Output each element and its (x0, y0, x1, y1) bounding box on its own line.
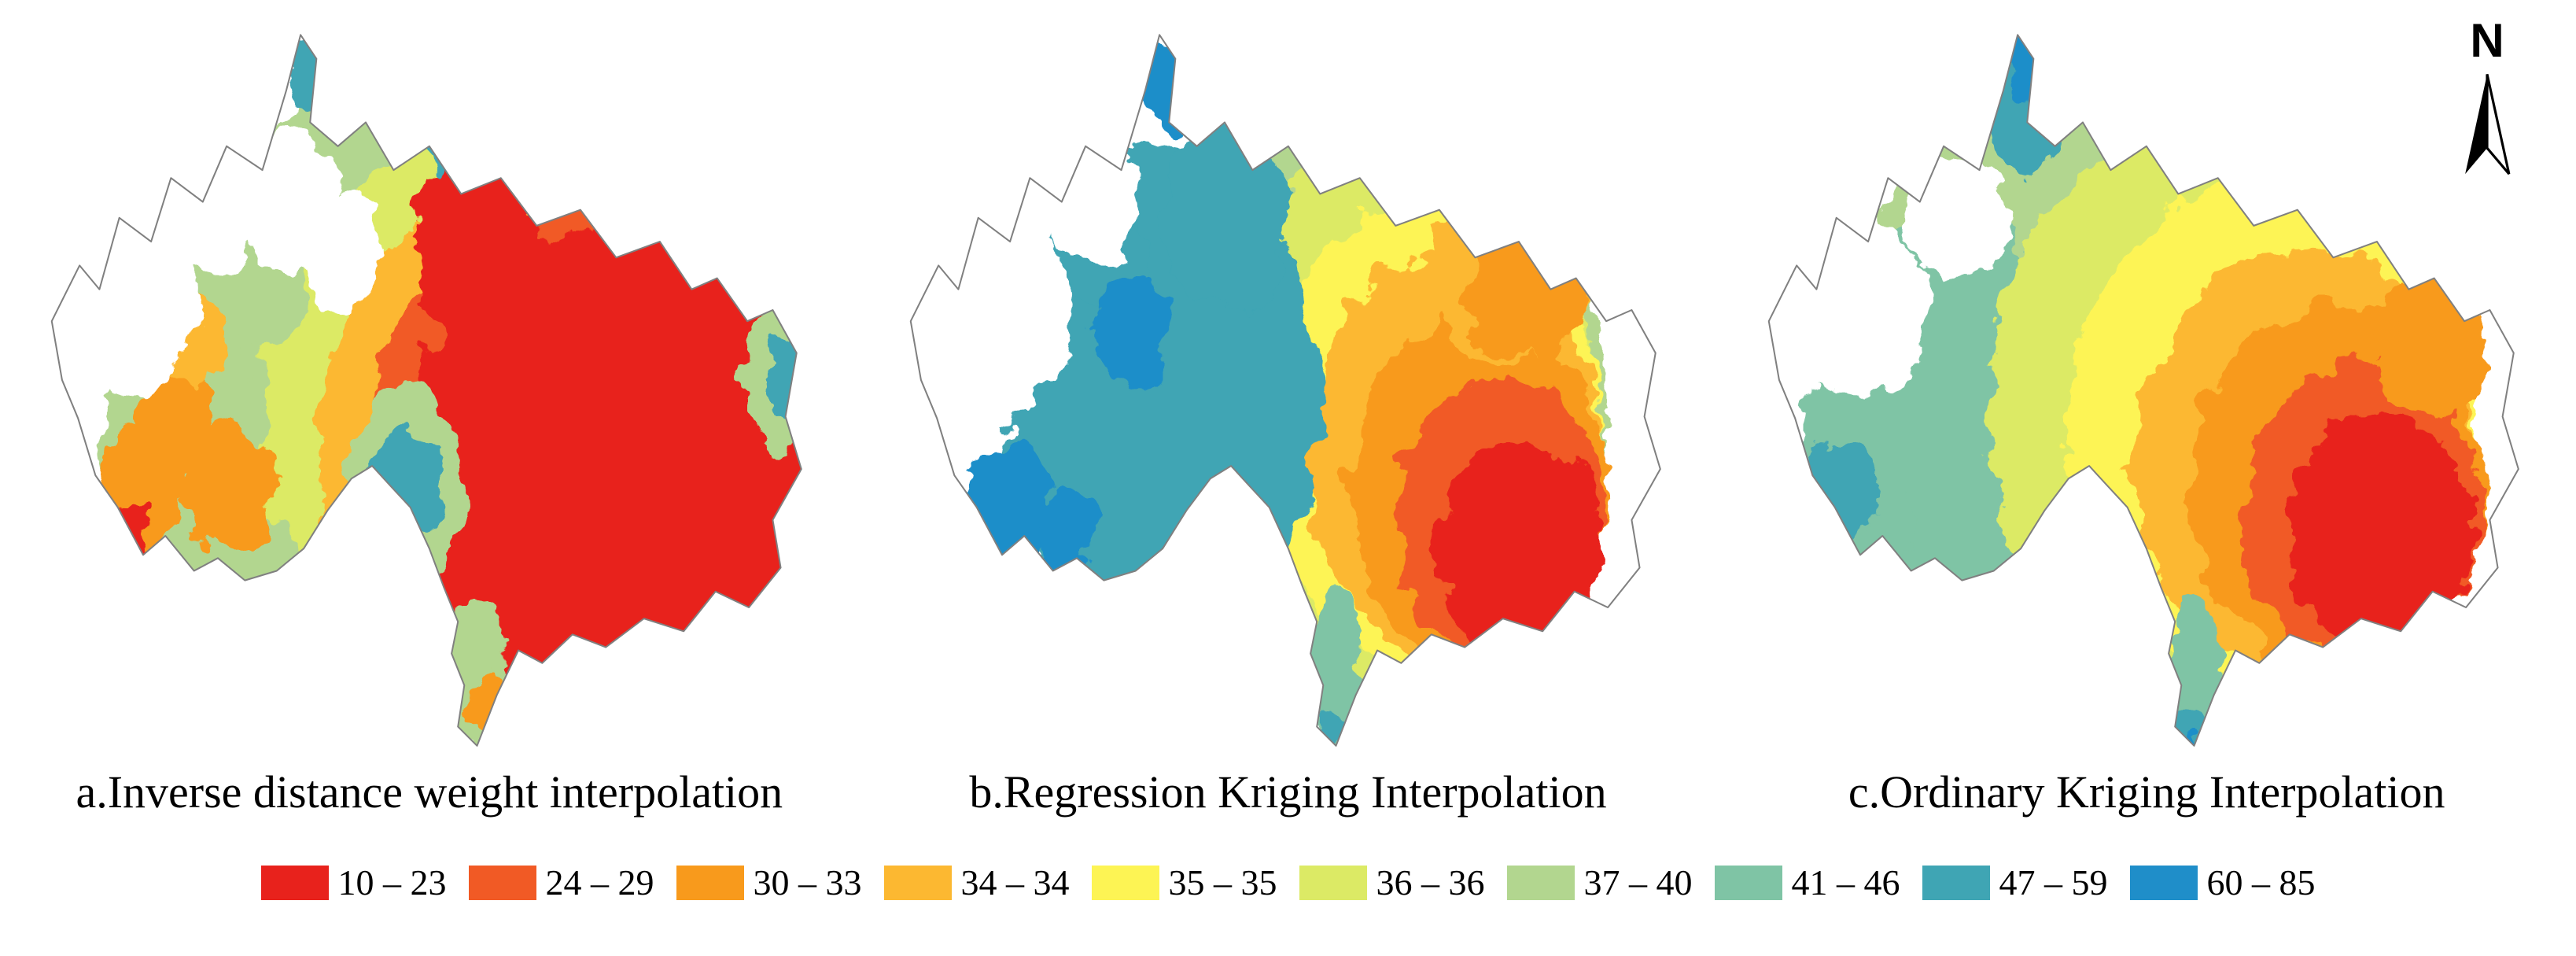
map-b-caption: b.Regression Kriging Interpolation (969, 766, 1607, 818)
legend-label: 35 – 35 (1168, 862, 1277, 902)
legend-item: 30 – 33 (676, 862, 862, 902)
north-arrow-icon (2465, 74, 2511, 175)
legend-swatch (1714, 865, 1782, 900)
legend-swatch (1922, 865, 1990, 900)
map-panel-c: c.Ordinary Kriging Interpolation (1717, 11, 2576, 819)
legend-item: 36 – 36 (1299, 862, 1485, 902)
legend-item: 41 – 46 (1714, 862, 1900, 902)
legend-item: 47 – 59 (1922, 862, 2108, 902)
legend-label: 60 – 85 (2206, 862, 2316, 902)
legend-label: 47 – 59 (1999, 862, 2108, 902)
north-arrow: N (2444, 17, 2530, 184)
legend-swatch (883, 865, 952, 900)
legend-item: 37 – 40 (1506, 862, 1693, 902)
legend-label: 24 – 29 (545, 862, 654, 902)
legend-item: 35 – 35 (1091, 862, 1277, 902)
map-c-caption: c.Ordinary Kriging Interpolation (1848, 766, 2445, 818)
map-a-caption: a.Inverse distance weight interpolation (76, 766, 783, 818)
legend-item: 10 – 23 (260, 862, 447, 902)
north-label: N (2470, 14, 2504, 67)
legend-label: 41 – 46 (1791, 862, 1900, 902)
map-panel-a: a.Inverse distance weight interpolation (0, 11, 859, 819)
legend-swatch (1506, 865, 1575, 900)
legend-swatch (1091, 865, 1159, 900)
legend: 10 – 23 24 – 29 30 – 33 34 – 34 35 – 35 36 – … (0, 862, 2576, 902)
legend-label: 10 – 23 (337, 862, 447, 902)
legend-swatch (260, 865, 329, 900)
legend-swatch (468, 865, 536, 900)
legend-item: 60 – 85 (2129, 862, 2316, 902)
legend-label: 34 – 34 (960, 862, 1070, 902)
legend-label: 30 – 33 (753, 862, 862, 902)
legend-swatch (1299, 865, 1367, 900)
legend-item: 34 – 34 (883, 862, 1070, 902)
map-b-canvas (909, 34, 1661, 747)
legend-label: 36 – 36 (1376, 862, 1485, 902)
legend-swatch (2129, 865, 2198, 900)
legend-label: 37 – 40 (1583, 862, 1693, 902)
map-panel-b: b.Regression Kriging Interpolation (859, 11, 1718, 819)
legend-swatch (676, 865, 744, 900)
map-c-canvas (1768, 34, 2520, 747)
legend-item: 24 – 29 (468, 862, 654, 902)
maps-row: a.Inverse distance weight interpolation … (0, 11, 2576, 819)
map-a-canvas (50, 34, 802, 747)
